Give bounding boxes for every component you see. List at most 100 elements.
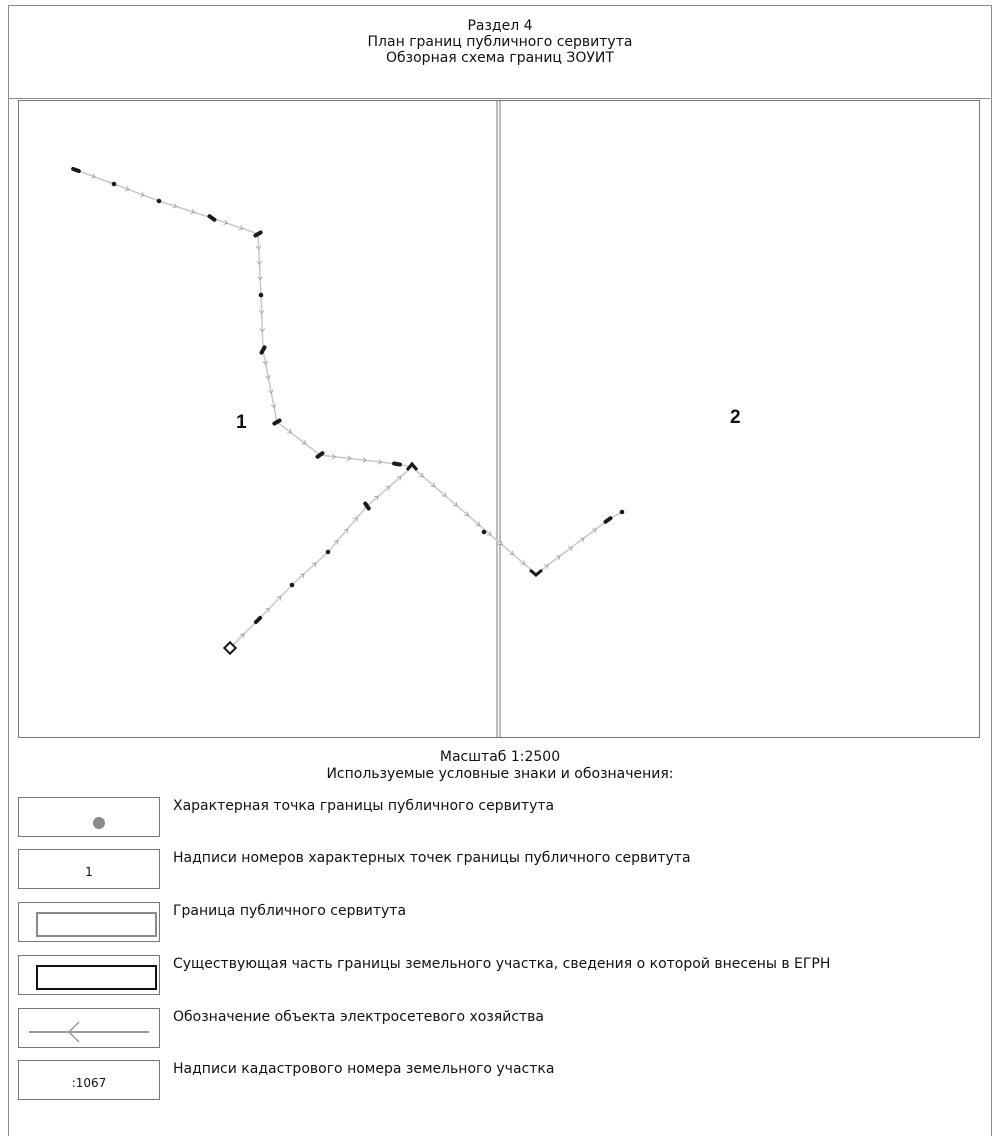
legend-title: Используемые условные знаки и обозначени… [326,766,674,782]
boundary-point [272,418,282,426]
direction-arrow [255,245,262,250]
direction-arrow [125,186,130,192]
direction-arrow [377,459,383,465]
direction-arrow [453,501,458,507]
legend-sample-text: :1067 [71,1076,107,1090]
direction-arrow [331,453,337,460]
direction-arrow [268,389,274,394]
arrow-line-icon [29,1021,149,1043]
boundary-point [619,509,625,515]
legend-sample-box [18,902,160,942]
boundary-point [222,640,238,656]
black-boundary-icon [36,965,157,990]
sheet-number-2: 2 [730,407,741,428]
legend-row-point: Характерная точка границы публичного сер… [18,797,978,837]
sheet-number-1: 1 [236,412,247,433]
legend-label: Существующая часть границы земельного уч… [173,956,831,972]
boundary-point [156,198,162,204]
legend-label: Надписи кадастрового номера земельного у… [173,1061,555,1077]
plan-subtitle: Обзорная схема границ ЗОУИТ [386,50,614,66]
boundary-point [315,451,325,459]
point-symbol-icon [93,817,105,829]
power-line-segment [75,169,623,575]
legend-sample-box [18,1008,160,1048]
overview-map: 1 2 [18,100,980,738]
direction-arrow [259,328,265,333]
direction-arrow [256,260,263,266]
direction-arrow [258,309,265,315]
direction-arrow [140,191,145,197]
direction-arrow [475,521,481,526]
direction-arrow [362,457,367,463]
direction-arrow [353,516,358,522]
direction-arrow [374,495,379,501]
direction-arrow [276,596,282,601]
boundary-point [325,549,331,555]
direction-arrow [579,537,585,542]
direction-arrow [464,511,469,517]
scale-label: Масштаб 1:2500 [439,749,561,765]
power-line-segment [229,466,413,649]
page-frame [8,5,992,1136]
direction-arrow [270,403,277,409]
boundary-point [111,181,117,187]
direction-arrow [347,455,352,461]
direction-arrow [287,429,292,434]
section-title: Раздел 4 [467,18,533,34]
direction-arrow [441,492,447,497]
direction-arrow [311,562,317,568]
direction-arrow [265,375,271,380]
legend-row-point-number: 1 Надписи номеров характерных точек гран… [18,849,978,889]
power-line-route [75,169,623,649]
direction-arrow [498,540,503,546]
legend-sample-box [18,955,160,995]
legend-row-cadastral-number: :1067 Надписи кадастрового номера земель… [18,1060,978,1100]
direction-arrow [257,276,263,281]
direction-arrow [299,573,305,579]
boundary-point [603,516,613,524]
boundary-points [71,166,625,656]
boundary-point [207,214,217,222]
legend-label: Надписи номеров характерных точек границ… [173,850,691,866]
header-divider [9,98,990,99]
direction-arrow [190,208,195,215]
boundary-point [529,568,543,577]
direction-arrow [543,564,549,569]
legend-label: Граница публичного сервитута [173,903,407,919]
header: Раздел 4 План границ публичного сервитут… [0,18,1000,66]
grey-boundary-icon [36,912,157,937]
direction-arrow [223,219,228,225]
direction-arrow [567,546,573,551]
legend-sample-box: :1067 [18,1060,160,1100]
direction-arrow [239,633,245,639]
direction-arrow [520,560,526,565]
direction-arrow [419,472,424,478]
direction-arrow [591,528,597,533]
map-border [18,100,980,738]
boundary-point [71,166,81,174]
direction-arrow [265,607,270,613]
legend-row-servitude-boundary: Граница публичного сервитута [18,902,978,942]
direction-arrow [509,550,514,555]
boundary-point [481,529,487,535]
boundary-point [392,461,402,467]
direction-arrow [555,555,561,560]
direction-arrow [385,486,391,491]
boundary-point [405,461,419,471]
direction-arrow [301,440,307,445]
legend-label: Характерная точка границы публичного сер… [173,798,555,814]
direction-arrow [333,539,339,545]
map-canvas [18,100,980,738]
legend-row-power-line: Обозначение объекта электросетевого хозя… [18,1008,978,1048]
power-line-arrows [91,173,597,639]
boundary-point [259,345,267,355]
boundary-point [253,230,263,238]
direction-arrow [343,528,348,534]
boundary-point [253,615,263,625]
direction-arrow [238,225,244,231]
direction-arrow [396,476,402,481]
direction-arrow [430,482,436,487]
direction-arrow [262,360,268,366]
legend-sample-box [18,797,160,837]
direction-arrow [91,173,96,179]
